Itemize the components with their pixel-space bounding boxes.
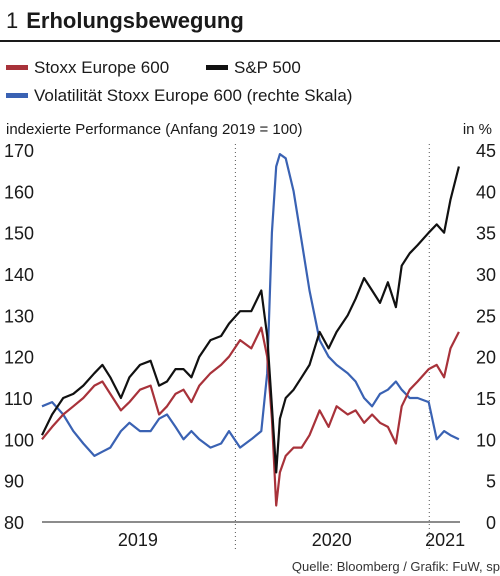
left-tick-label: 160: [4, 182, 34, 202]
legend-item-stoxx: Stoxx Europe 600: [6, 58, 169, 78]
legend-item-volatility: Volatilität Stoxx Europe 600 (rechte Ska…: [6, 86, 352, 106]
legend-label-stoxx: Stoxx Europe 600: [34, 58, 170, 77]
left-tick-label: 150: [4, 224, 34, 244]
chart-title: 1 Erholungsbewegung: [6, 8, 244, 34]
right-tick-label: 45: [476, 141, 496, 161]
legend-label-sp500: S&P 500: [234, 58, 301, 77]
x-tick-label: 2019: [118, 530, 158, 550]
right-tick-label: 0: [486, 513, 496, 533]
right-axis-ticks: 45 40 35 30 25 20 15 10 5 0: [476, 141, 496, 533]
legend-item-sp500: S&P 500: [206, 58, 301, 78]
left-tick-label: 80: [4, 513, 24, 533]
left-tick-label: 110: [4, 389, 33, 409]
left-axis-ticks: 170 160 150 140 130 120 110 100 90 80: [4, 141, 34, 533]
source-note: Quelle: Bloomberg / Grafik: FuW, sp: [291, 559, 500, 574]
left-tick-label: 90: [4, 472, 24, 492]
right-tick-label: 5: [486, 472, 496, 492]
chart-number: 1: [6, 8, 19, 33]
stoxx-europe-600-line: [41, 326, 460, 507]
left-tick-label: 120: [4, 348, 34, 368]
right-axis-unit: in %: [462, 121, 492, 138]
legend-swatch-stoxx: [6, 65, 28, 71]
right-tick-label: 35: [476, 224, 496, 244]
right-tick-label: 25: [476, 306, 496, 326]
left-tick-label: 170: [4, 141, 34, 161]
left-axis-label: indexierte Performance (Anfang 2019 = 10…: [6, 121, 303, 138]
chart-title-text: Erholungsbewegung: [26, 8, 244, 33]
left-tick-label: 100: [4, 430, 34, 450]
title-rule: [0, 40, 500, 42]
right-tick-label: 30: [476, 265, 496, 285]
x-axis-labels: 2019 2020 2021: [118, 530, 465, 550]
right-tick-label: 15: [476, 389, 496, 409]
series-lines: [41, 153, 460, 507]
right-tick-label: 10: [476, 430, 496, 450]
legend-swatch-volatility: [6, 93, 28, 99]
legend-label-volatility: Volatilität Stoxx Europe 600 (rechte Ska…: [34, 86, 353, 105]
left-tick-label: 130: [4, 306, 34, 326]
x-tick-label: 2020: [312, 530, 352, 550]
sp500-line: [41, 166, 460, 474]
legend-swatch-sp500: [206, 65, 228, 71]
volatility-line: [41, 153, 460, 457]
left-tick-label: 140: [4, 265, 34, 285]
right-tick-label: 40: [476, 182, 496, 202]
x-tick-label: 2021: [425, 530, 465, 550]
right-tick-label: 20: [476, 348, 496, 368]
